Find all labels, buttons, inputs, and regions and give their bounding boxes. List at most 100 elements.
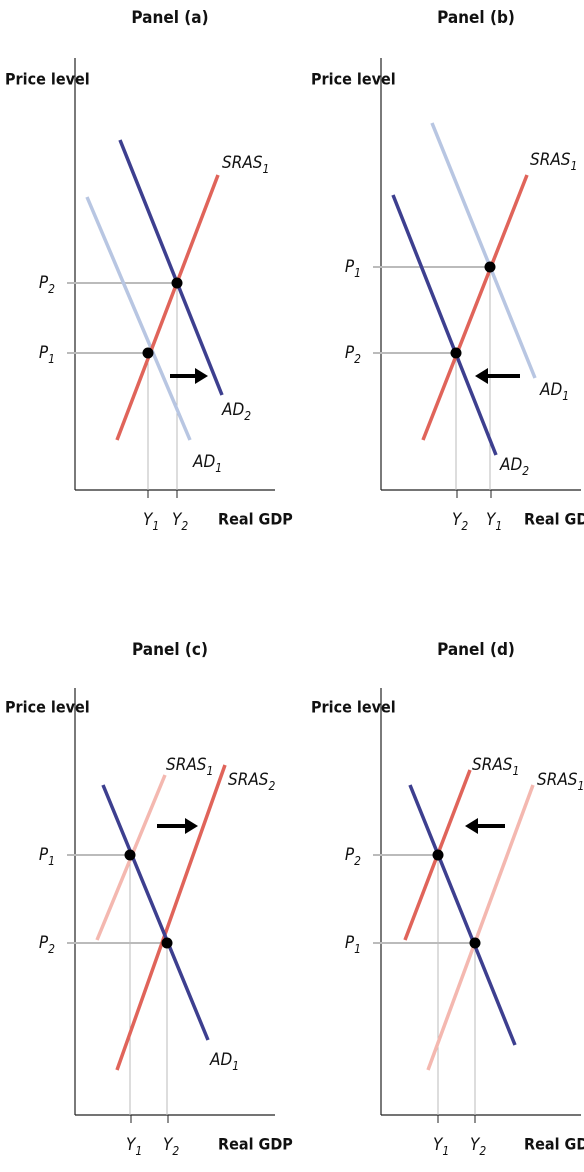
equilibrium-point	[161, 937, 173, 949]
price-label: P1	[39, 845, 55, 868]
output-label-sub: 2	[172, 1144, 179, 1158]
price-label-base: P	[39, 933, 49, 953]
output-label: Y2	[163, 1135, 179, 1158]
curve	[430, 122, 537, 379]
price-label-base: P	[39, 273, 49, 293]
output-label-base: Y	[486, 510, 497, 530]
price-label-base: P	[345, 933, 355, 953]
price-label-base: P	[39, 845, 49, 865]
curve-label-base: SRAS	[530, 150, 571, 170]
curve-label: SRAS1	[222, 153, 269, 176]
curve-label-sub: 1	[562, 389, 569, 403]
output-label: Y2	[452, 510, 468, 533]
curve-label-base: AD	[209, 1050, 232, 1070]
curve-label: AD1	[192, 452, 222, 475]
price-label-sub: 1	[48, 854, 55, 868]
curve-label-sub: 2	[269, 779, 276, 793]
curve-label-sub: 2	[244, 409, 251, 423]
curve-label: AD2	[499, 455, 529, 478]
output-label-sub: 1	[442, 1144, 449, 1158]
price-label: P1	[39, 343, 55, 366]
curve-label-sub: 1	[571, 159, 578, 173]
y-axis-label: Price level	[5, 70, 90, 89]
curve-label: AD1	[539, 380, 569, 403]
price-label-base: P	[345, 343, 355, 363]
output-label-sub: 1	[495, 519, 502, 533]
curve-label-base: SRAS	[222, 153, 263, 173]
curve-label: SRAS1	[537, 770, 584, 793]
shift-arrowhead	[475, 368, 488, 384]
price-label: P2	[39, 273, 55, 296]
price-label: P1	[345, 933, 361, 956]
curve	[408, 784, 517, 1046]
output-label-sub: 2	[461, 519, 468, 533]
equilibrium-point	[484, 261, 496, 273]
shift-arrowhead	[185, 818, 198, 834]
curve-label-sub: 1	[263, 162, 270, 176]
curve	[426, 784, 535, 1071]
curve	[85, 196, 192, 441]
x-axis-label: Real GDP	[218, 510, 293, 529]
price-label-sub: 2	[354, 352, 361, 366]
y-axis-label: Price level	[311, 698, 396, 717]
price-label-sub: 1	[354, 266, 361, 280]
panel-title: Panel (d)	[437, 640, 515, 660]
curve	[391, 194, 498, 456]
curve-label: AD2	[221, 400, 251, 423]
output-label: Y1	[486, 510, 502, 533]
curve	[115, 174, 220, 441]
x-axis-label: Real GDP	[218, 1135, 293, 1154]
output-label-base: Y	[143, 510, 154, 530]
curve-label-sub: 1	[513, 764, 520, 778]
price-label-sub: 2	[354, 854, 361, 868]
output-label-sub: 2	[479, 1144, 486, 1158]
curve-label-base: AD	[192, 452, 215, 472]
curve-label-base: AD	[499, 455, 522, 475]
price-label: P2	[345, 845, 361, 868]
y-axis-label: Price level	[311, 70, 396, 89]
output-label-base: Y	[470, 1135, 481, 1155]
panel-title: Panel (a)	[131, 8, 208, 28]
curve-label-sub: 2	[522, 464, 529, 478]
shift-arrowhead	[195, 368, 208, 384]
equilibrium-point	[171, 277, 183, 289]
equilibrium-point	[450, 347, 462, 359]
output-label-sub: 1	[135, 1144, 142, 1158]
shift-arrowhead	[465, 818, 478, 834]
curve-label: AD1	[209, 1050, 239, 1073]
price-label: P2	[39, 933, 55, 956]
output-label-sub: 1	[152, 519, 159, 533]
curve	[421, 174, 529, 441]
curve-label-base: SRAS	[166, 755, 207, 775]
price-label-sub: 1	[48, 352, 55, 366]
price-label-base: P	[39, 343, 49, 363]
curve-label-sub: 1	[232, 1059, 239, 1073]
price-label: P1	[345, 257, 361, 280]
output-label: Y1	[126, 1135, 142, 1158]
curve-label-sub: 1	[215, 461, 222, 475]
curve	[101, 784, 210, 1041]
equilibrium-point	[469, 937, 481, 949]
y-axis-label: Price level	[5, 698, 90, 717]
x-axis-label: Real GDP	[524, 1135, 584, 1154]
price-label: P2	[345, 343, 361, 366]
curve-label-base: SRAS	[537, 770, 578, 790]
curve-label: SRAS1	[166, 755, 213, 778]
equilibrium-point	[432, 849, 444, 861]
curve	[115, 764, 227, 1071]
equilibrium-point	[142, 347, 154, 359]
curve-label-base: SRAS	[472, 755, 513, 775]
output-label: Y1	[143, 510, 159, 533]
equilibrium-point	[124, 849, 136, 861]
output-label-base: Y	[126, 1135, 137, 1155]
curve-label-sub: 1	[207, 764, 214, 778]
curve-label-base: AD	[539, 380, 562, 400]
price-label-sub: 2	[48, 942, 55, 956]
price-label-base: P	[345, 845, 355, 865]
curve-label: SRAS1	[472, 755, 519, 778]
x-axis-label: Real GDP	[524, 510, 584, 529]
